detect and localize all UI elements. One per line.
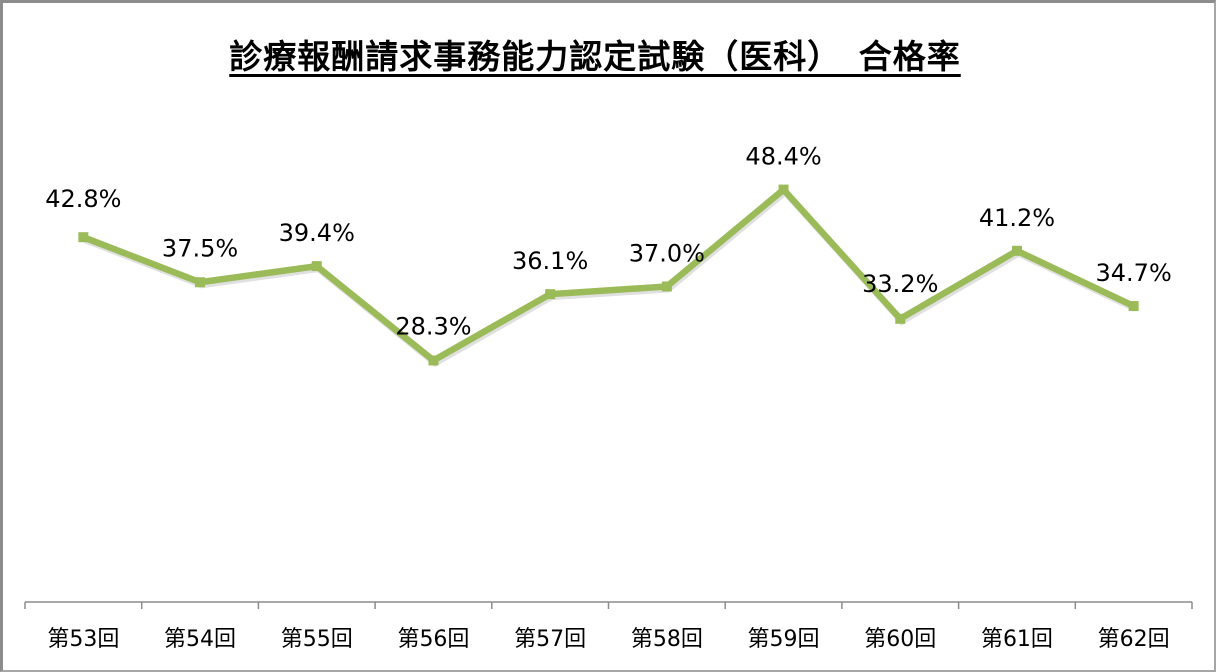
chart-title: 診療報酬請求事務能力認定試験（医科） 合格率 <box>0 30 1190 78</box>
x-tick-label: 第58回 <box>631 627 703 652</box>
data-point-marker <box>311 261 322 272</box>
x-tick-label: 第54回 <box>164 627 236 652</box>
data-point-marker <box>1011 245 1022 256</box>
chart-title-text: 診療報酬請求事務能力認定試験（医科） 合格率 <box>229 37 961 76</box>
data-label: 39.4% <box>279 219 355 247</box>
x-tick-label: 第62回 <box>1098 627 1170 652</box>
data-label: 34.7% <box>1096 259 1172 287</box>
data-label: 48.4% <box>745 143 821 171</box>
x-tick-label: 第57回 <box>514 627 586 652</box>
x-tick-label: 第59回 <box>748 627 820 652</box>
data-label: 33.2% <box>862 270 938 298</box>
series-line <box>82 185 1136 365</box>
data-point-marker <box>661 281 672 292</box>
x-tick-label: 第56回 <box>397 627 469 652</box>
data-point-marker <box>1128 301 1139 312</box>
data-label: 41.2% <box>979 204 1055 232</box>
x-tick-label: 第55回 <box>281 627 353 652</box>
series-pass-rate <box>78 184 1139 368</box>
data-point-marker <box>895 313 906 324</box>
data-label: 37.5% <box>162 234 238 262</box>
data-label: 36.1% <box>512 247 588 275</box>
x-axis-tick-labels: 第53回 第54回 第55回 第56回 第57回 第58回 第59回 第60回 第61回 第62回 <box>47 627 1169 652</box>
data-point-marker <box>78 232 89 243</box>
data-label: 37.0% <box>629 240 705 268</box>
x-tick-label: 第60回 <box>864 627 936 652</box>
x-axis <box>24 601 1193 609</box>
data-point-marker <box>545 289 556 300</box>
data-labels: 42.8% 37.5% 39.4% 28.3% 36.1% 37.0% 48.4% 33.2%… <box>45 143 1172 341</box>
data-point-marker <box>428 355 439 366</box>
data-point-marker <box>778 184 789 195</box>
data-label: 28.3% <box>395 312 471 340</box>
x-tick-label: 第53回 <box>47 627 119 652</box>
data-label: 42.8% <box>45 185 121 213</box>
data-point-marker <box>195 277 206 288</box>
x-tick-label: 第61回 <box>981 627 1053 652</box>
